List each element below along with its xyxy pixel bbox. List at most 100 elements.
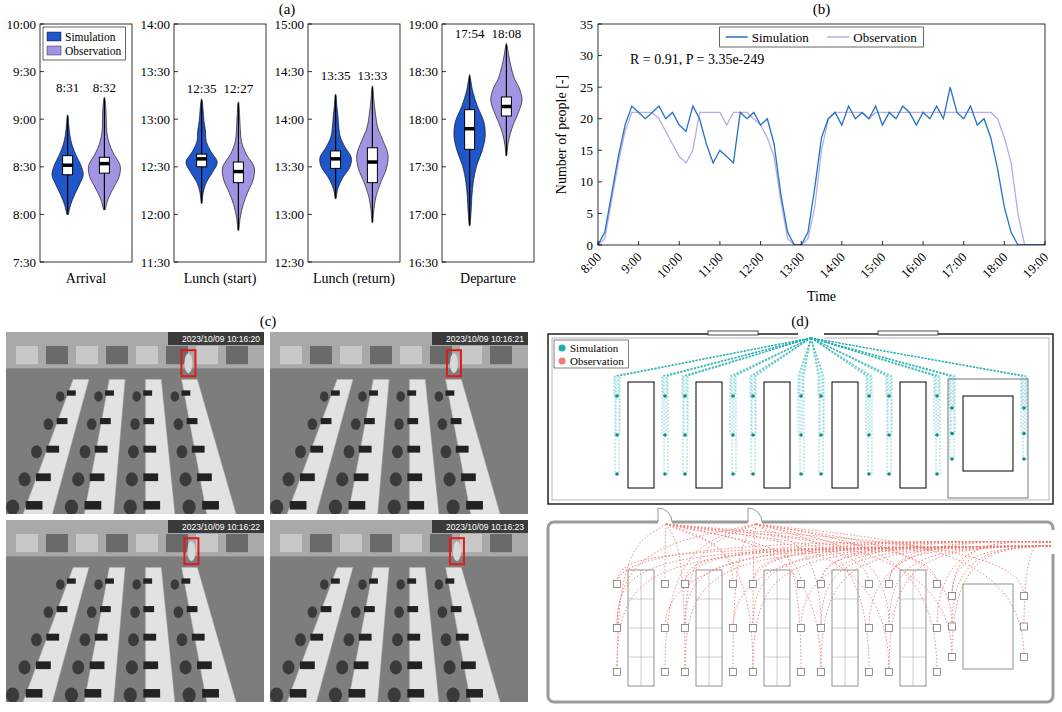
shelf: [106, 346, 128, 364]
chair: [949, 623, 956, 630]
person: [308, 606, 318, 618]
monitor: [84, 689, 101, 698]
trajectory: [617, 338, 811, 396]
monitor: [67, 390, 76, 395]
person: [441, 633, 452, 646]
tick: [598, 87, 602, 88]
tick: [174, 262, 178, 263]
timestamp-bg: [168, 520, 264, 533]
median-label: 12:27: [224, 81, 254, 96]
camera-frame: [270, 520, 528, 702]
chair: [662, 669, 669, 676]
person: [171, 579, 179, 589]
tick-label: 12:30: [140, 159, 170, 174]
door: [658, 508, 672, 522]
tick: [40, 71, 44, 72]
tick: [1045, 241, 1046, 245]
desk-cell: [832, 599, 858, 600]
seat: [887, 394, 891, 398]
monitor: [348, 501, 365, 510]
monitor: [143, 501, 160, 510]
timestamp: 2023/10/09 10:16:22: [182, 522, 260, 532]
chair: [886, 581, 893, 588]
chair: [934, 625, 941, 632]
trajectory: [617, 546, 1051, 672]
seat: [935, 433, 939, 437]
chair: [750, 625, 757, 632]
legend-box: [720, 27, 924, 47]
tick: [841, 241, 842, 245]
shelf: [400, 346, 422, 364]
chair: [1021, 623, 1028, 630]
person: [182, 687, 195, 702]
median: [63, 163, 73, 167]
monitor: [26, 501, 43, 510]
trajectory: [666, 524, 869, 584]
monitor: [364, 606, 375, 612]
floor: [270, 520, 528, 702]
shelf: [460, 346, 482, 364]
box: [331, 151, 341, 168]
box: [197, 154, 207, 167]
tick: [882, 241, 883, 245]
shelf: [340, 346, 362, 364]
monitor: [359, 446, 372, 453]
back-wall: [6, 332, 264, 368]
monitor: [407, 418, 418, 424]
tick-label: 19:00: [1020, 250, 1052, 282]
desk-cell: [764, 657, 790, 658]
tick-label: 13:30: [140, 64, 170, 79]
shelf: [136, 346, 158, 364]
desk: [832, 382, 858, 488]
violin-body: [357, 86, 389, 223]
monitor: [197, 473, 212, 481]
monitor: [348, 689, 365, 698]
person: [329, 687, 342, 702]
chair: [1021, 654, 1028, 661]
trajectory: [685, 338, 811, 435]
trajectory: [615, 338, 811, 474]
monitor: [456, 446, 469, 453]
trajectory: [666, 524, 685, 672]
median: [99, 162, 109, 166]
trajectory: [811, 338, 1026, 408]
trajectory: [753, 338, 811, 435]
person: [19, 660, 31, 674]
person: [126, 472, 138, 486]
trajectory: [662, 338, 811, 435]
window: [878, 331, 938, 335]
whisker: [469, 76, 470, 225]
monitor: [84, 501, 101, 510]
trajectory: [952, 542, 1051, 596]
person: [174, 418, 184, 430]
trajectory: [811, 338, 889, 396]
tick-label: 18:00: [979, 250, 1011, 282]
person: [87, 418, 97, 430]
violin-panel: 12:3512:2711:3012:0012:3013:0013:3014:00…: [140, 17, 266, 288]
person: [392, 445, 403, 458]
monitor: [57, 418, 68, 424]
trajectory: [752, 338, 811, 435]
tick: [760, 241, 761, 245]
person: [132, 391, 140, 401]
monitor: [197, 661, 212, 669]
trajectory: [665, 524, 666, 584]
marks: [52, 97, 121, 214]
chair: [866, 669, 873, 676]
person: [56, 579, 64, 589]
desk: [285, 379, 353, 514]
monitor: [359, 634, 372, 641]
seat: [683, 472, 687, 476]
chair: [682, 625, 689, 632]
desk: [696, 382, 722, 488]
back-wall: [270, 520, 528, 556]
monitor: [192, 446, 205, 453]
legend-label: Observation: [853, 30, 917, 45]
legend-box: [43, 27, 125, 60]
trajectory: [666, 524, 937, 584]
legend: SimulationObservation: [43, 27, 125, 60]
desk: [764, 382, 790, 488]
trajectory: [800, 338, 811, 474]
person: [344, 445, 355, 458]
seat: [819, 394, 823, 398]
